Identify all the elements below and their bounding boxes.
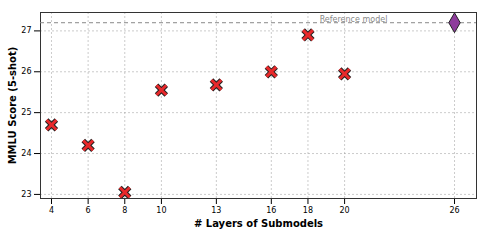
svg-text:20: 20: [340, 206, 350, 215]
svg-text:10: 10: [156, 206, 166, 215]
svg-text:MMLU Score (5-shot): MMLU Score (5-shot): [7, 47, 18, 165]
svg-text:6: 6: [86, 206, 91, 215]
svg-text:24: 24: [21, 149, 31, 158]
svg-text:25: 25: [21, 108, 31, 117]
svg-text:16: 16: [266, 206, 276, 215]
svg-text:8: 8: [122, 206, 127, 215]
svg-text:4: 4: [49, 206, 54, 215]
svg-text:18: 18: [303, 206, 313, 215]
svg-text:13: 13: [211, 206, 221, 215]
svg-text:Reference model: Reference model: [320, 15, 388, 24]
svg-text:26: 26: [21, 67, 31, 76]
svg-text:27: 27: [21, 26, 31, 35]
svg-text:26: 26: [449, 206, 459, 215]
svg-text:# Layers of Submodels: # Layers of Submodels: [194, 218, 323, 229]
svg-text:23: 23: [21, 190, 31, 199]
